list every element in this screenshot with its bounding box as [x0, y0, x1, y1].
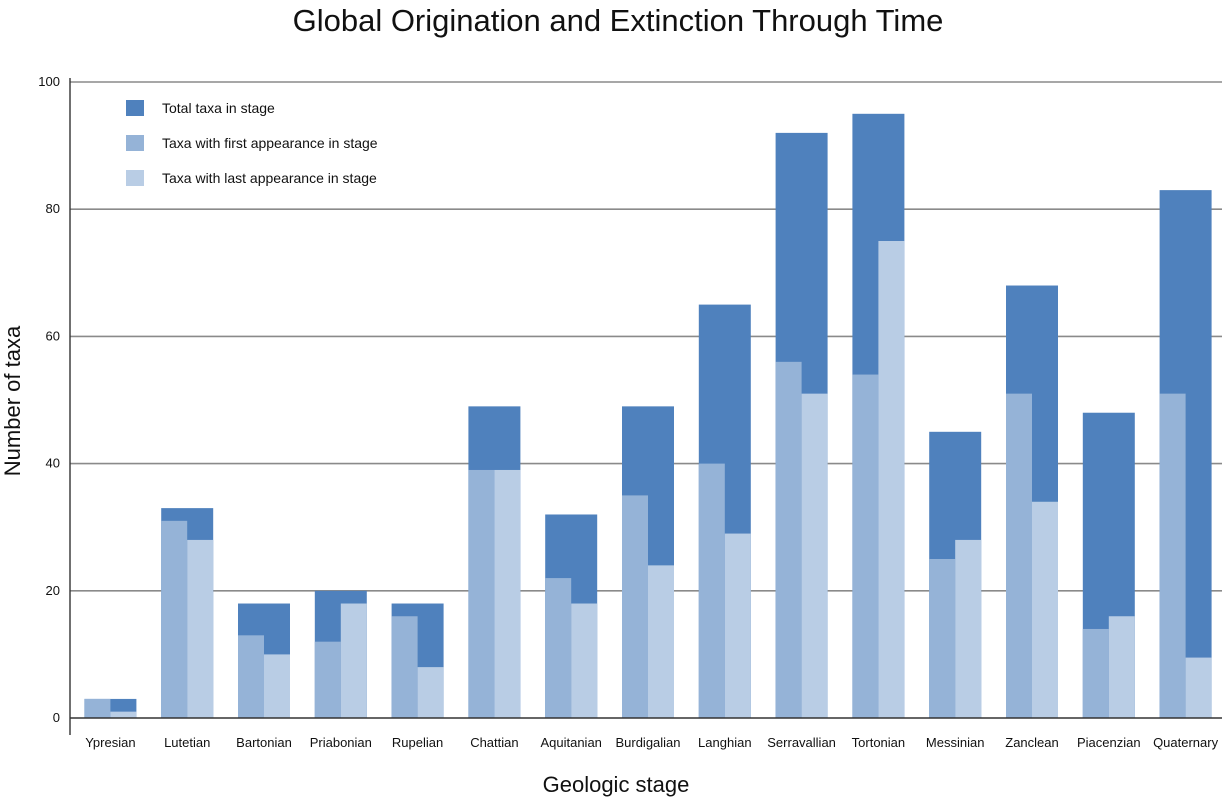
- chart-title: Global Origination and Extinction Throug…: [293, 3, 944, 38]
- x-tick-label: Priabonian: [310, 735, 372, 750]
- legend-label: Total taxa in stage: [162, 100, 275, 116]
- bar-last-appearance: [110, 711, 137, 718]
- bar-first-appearance: [622, 495, 648, 718]
- bar-last-appearance: [187, 539, 214, 718]
- bars: [84, 113, 1212, 719]
- bar-first-appearance: [161, 520, 188, 718]
- bar-last-appearance: [1108, 616, 1135, 718]
- legend-label: Taxa with last appearance in stage: [162, 170, 377, 186]
- x-axis-title: Geologic stage: [543, 772, 690, 797]
- bar-first-appearance: [468, 469, 495, 718]
- bar-first-appearance: [775, 361, 802, 718]
- x-tick-label: Rupelian: [392, 735, 443, 750]
- x-tick-label: Bartonian: [236, 735, 292, 750]
- bar-first-appearance: [852, 374, 879, 718]
- x-tick-label: Chattian: [470, 735, 518, 750]
- x-tick-label: Piacenzian: [1077, 735, 1141, 750]
- y-tick-label: 0: [53, 710, 60, 725]
- bar-last-appearance: [1032, 501, 1058, 718]
- x-tick-label: Messinian: [926, 735, 985, 750]
- axes: [69, 78, 1222, 735]
- x-tick-label: Quaternary: [1153, 735, 1219, 750]
- bar-first-appearance: [1082, 628, 1109, 718]
- bar-last-appearance: [724, 533, 751, 718]
- bar-last-appearance: [494, 469, 521, 718]
- bar-first-appearance: [545, 578, 572, 718]
- y-tick-label: 80: [46, 201, 60, 216]
- x-tick-labels: Ypresian Lutetian Bartonian Priabonian Rupel…: [85, 735, 1218, 750]
- y-axis-title: Number of taxa: [0, 325, 25, 476]
- x-tick-label: Burdigalian: [615, 735, 680, 750]
- bar-first-appearance: [1159, 393, 1186, 718]
- x-tick-label: Tortonian: [852, 735, 905, 750]
- legend: Total taxa in stage Taxa with first appea…: [126, 100, 378, 186]
- bar-last-appearance: [801, 393, 828, 718]
- bar-last-appearance: [648, 565, 674, 718]
- bar-first-appearance: [1006, 393, 1032, 718]
- x-tick-label: Ypresian: [85, 735, 135, 750]
- y-tick-label: 40: [46, 456, 60, 471]
- y-tick-labels: 0 20 40 60 80 100: [38, 74, 60, 725]
- bar-last-appearance: [264, 654, 290, 718]
- bar-last-appearance: [1185, 657, 1212, 718]
- bar-first-appearance: [929, 559, 956, 718]
- bar-first-appearance: [314, 641, 341, 718]
- legend-swatch: [126, 100, 144, 116]
- bar-first-appearance: [238, 635, 264, 718]
- bar-first-appearance: [84, 698, 111, 718]
- y-tick-label: 100: [38, 74, 60, 89]
- x-tick-label: Serravallian: [767, 735, 836, 750]
- y-tick-label: 20: [46, 583, 60, 598]
- bar-first-appearance: [391, 616, 418, 718]
- y-tick-label: 60: [46, 328, 60, 343]
- bar-last-appearance: [340, 603, 367, 718]
- bar-last-appearance: [878, 241, 905, 718]
- x-tick-label: Zanclean: [1005, 735, 1058, 750]
- legend-swatch: [126, 135, 144, 151]
- bar-last-appearance: [417, 667, 444, 718]
- x-tick-label: Langhian: [698, 735, 752, 750]
- x-tick-label: Aquitanian: [540, 735, 601, 750]
- legend-swatch: [126, 170, 144, 186]
- legend-label: Taxa with first appearance in stage: [162, 135, 378, 151]
- bar-first-appearance: [698, 463, 725, 718]
- bar-last-appearance: [571, 603, 598, 718]
- x-tick-label: Lutetian: [164, 735, 210, 750]
- bar-last-appearance: [955, 539, 982, 718]
